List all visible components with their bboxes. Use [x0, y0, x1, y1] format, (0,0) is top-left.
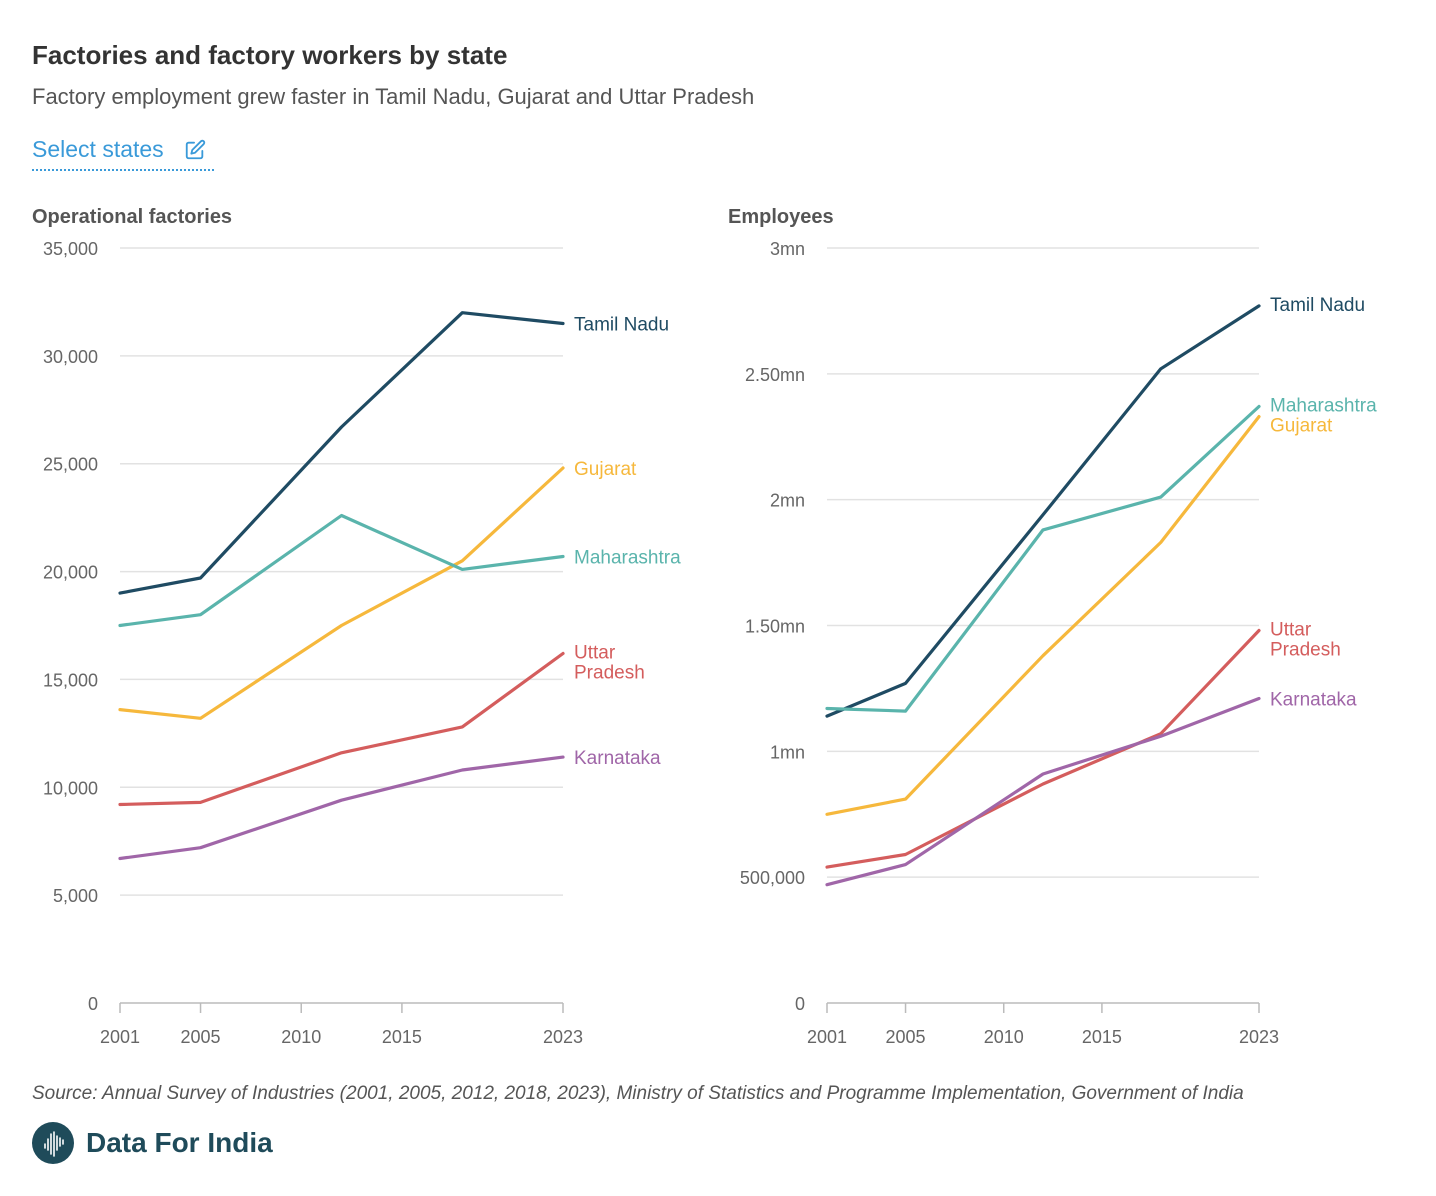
- chart2-series-label-tamil-nadu: Tamil Nadu: [1270, 295, 1365, 316]
- chart2-title: Employees: [728, 206, 834, 228]
- brand: Data For India: [32, 1122, 273, 1164]
- chart2-series-label-uttar-pradesh: Uttar: [1270, 620, 1312, 641]
- chart2-ytick-label: 1.50mn: [745, 617, 805, 637]
- source-note: Source: Annual Survey of Industries (200…: [32, 1083, 1244, 1104]
- india-map-logo-icon: [32, 1122, 74, 1164]
- chart2-ytick-label: 1mn: [770, 742, 805, 762]
- chart1-series-label-uttar-pradesh: Pradesh: [574, 663, 645, 684]
- chart1-xtick-label: 2015: [382, 1027, 422, 1047]
- chart1-line-gujarat: [118, 466, 565, 720]
- chart1-xtick-label: 2001: [100, 1027, 140, 1047]
- chart1-xtick-label: 2005: [181, 1027, 221, 1047]
- chart1-ytick-label: 5,000: [53, 886, 98, 906]
- chart1-series-label-tamil-nadu: Tamil Nadu: [574, 315, 669, 336]
- chart2-xtick-label: 2015: [1082, 1027, 1122, 1047]
- chart2-line-tamil-nadu: [825, 304, 1261, 718]
- chart2-series-label-gujarat: Gujarat: [1270, 416, 1333, 437]
- chart2-series-label-karnataka: Karnataka: [1270, 689, 1357, 710]
- chart2-line-uttar-pradesh: [825, 628, 1261, 869]
- chart1-series-label-karnataka: Karnataka: [574, 748, 661, 769]
- chart1-ytick-label: 0: [88, 994, 98, 1014]
- chart-title: Factories and factory workers by state: [32, 40, 508, 70]
- chart1-xtick-label: 2023: [543, 1027, 583, 1047]
- chart2-ytick-label: 500,000: [740, 868, 805, 888]
- brand-name: Data For India: [86, 1127, 273, 1158]
- chart2-line-gujarat: [825, 415, 1261, 816]
- chart1-line-maharashtra: [118, 513, 565, 628]
- edit-icon: [185, 139, 205, 159]
- chart2-ytick-label: 3mn: [770, 239, 805, 259]
- chart1-line-karnataka: [118, 755, 565, 861]
- chart1-xtick-label: 2010: [281, 1027, 321, 1047]
- chart2-ytick-label: 2.50mn: [745, 365, 805, 385]
- chart2-series-label-uttar-pradesh: Pradesh: [1270, 640, 1341, 661]
- chart2-xtick-label: 2010: [984, 1027, 1024, 1047]
- chart1-title: Operational factories: [32, 206, 232, 228]
- chart1-ytick-label: 35,000: [43, 239, 98, 259]
- chart1-series-label-maharashtra: Maharashtra: [574, 547, 681, 568]
- chart1-ytick-label: 20,000: [43, 563, 98, 583]
- chart1-ytick-label: 30,000: [43, 347, 98, 367]
- charts-area: Operational factories 0 5,000 10,000 15,000 2…: [32, 206, 1377, 1047]
- chart1-ytick-label: 25,000: [43, 455, 98, 475]
- chart2-ytick-label: 2mn: [770, 491, 805, 511]
- chart1-ytick-label: 15,000: [43, 670, 98, 690]
- chart-subtitle: Factory employment grew faster in Tamil …: [32, 84, 755, 109]
- select-states-label: Select states: [32, 136, 164, 162]
- chart2-line-maharashtra: [825, 404, 1261, 713]
- chart1-ytick-label: 10,000: [43, 778, 98, 798]
- chart2-xtick-label: 2023: [1239, 1027, 1279, 1047]
- chart1-series-label-gujarat: Gujarat: [574, 459, 637, 480]
- chart2-line-karnataka: [825, 696, 1261, 887]
- chart2-ytick-label: 0: [795, 994, 805, 1014]
- chart2-xtick-label: 2001: [807, 1027, 847, 1047]
- chart2-series-label-maharashtra: Maharashtra: [1270, 396, 1377, 417]
- chart1-line-uttar-pradesh: [118, 651, 565, 807]
- chart1-line-tamil-nadu: [118, 311, 565, 595]
- chart1-series-label-uttar-pradesh: Uttar: [574, 643, 616, 664]
- chart2-xtick-label: 2005: [886, 1027, 926, 1047]
- select-states-button[interactable]: Select states: [32, 136, 214, 171]
